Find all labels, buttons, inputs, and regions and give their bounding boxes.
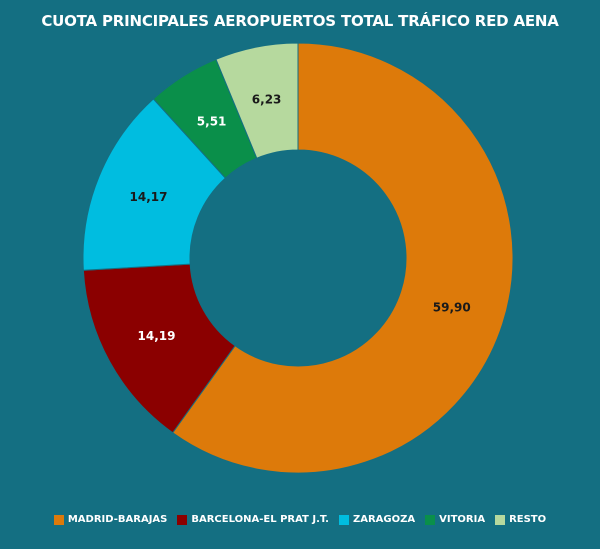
slice-resto	[215, 42, 299, 159]
legend-swatch	[338, 514, 349, 525]
legend-label: VITORIA	[439, 514, 486, 525]
chart-legend: MADRID-BARAJAS BARCELONA-EL PRAT J.T. ZARA…	[0, 514, 600, 525]
legend-label: ZARAGOZA	[352, 514, 416, 525]
data-label-zaragoza: 14,17	[130, 190, 168, 204]
slice-madrid-barajas	[172, 42, 514, 474]
legend-label: RESTO	[509, 514, 547, 525]
legend-item-zaragoza: ZARAGOZA	[338, 514, 416, 525]
data-label-madrid-barajas: 59,90	[433, 300, 471, 314]
legend-swatch	[495, 514, 506, 525]
legend-item-vitoria: VITORIA	[425, 514, 485, 525]
legend-swatch	[53, 514, 64, 525]
legend-swatch	[425, 514, 436, 525]
chart-title: CUOTA PRINCIPALES AEROPUERTOS TOTAL TRÁF…	[41, 12, 559, 30]
data-label-resto: 6,23	[252, 93, 282, 107]
legend-swatch	[177, 514, 188, 525]
legend-item-madrid-barajas: MADRID-BARAJAS	[53, 514, 168, 525]
data-label-vitoria: 5,51	[197, 115, 227, 129]
legend-item-barcelona-el-prat-j-t: BARCELONA-EL PRAT J.T.	[177, 514, 329, 525]
legend-item-resto: RESTO	[495, 514, 546, 525]
legend-label: BARCELONA-EL PRAT J.T.	[191, 514, 329, 525]
legend-label: MADRID-BARAJAS	[67, 514, 168, 525]
data-label-barcelona-el-prat-j-t: 14,19	[138, 329, 176, 343]
